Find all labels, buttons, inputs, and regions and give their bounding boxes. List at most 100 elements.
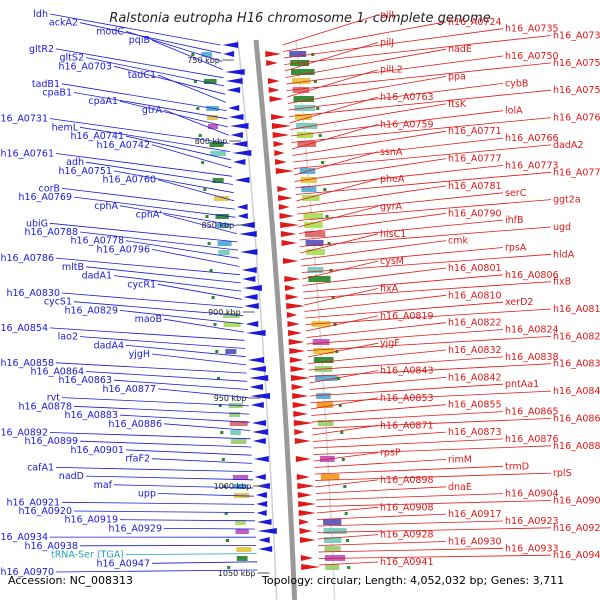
forward-gene-arrow [237,213,248,219]
reverse-gene-arrow [297,483,316,489]
forward-leader-line [151,458,253,464]
forward-leader-line [85,57,225,87]
gene-label-forward: h16_A0858 [0,358,54,369]
reverse-leader-line [314,459,447,468]
gene-label-forward: tRNA-Ser (TGA) [51,550,124,561]
gene-label-reverse: h16_A0903 [553,496,600,507]
reverse-gene-arrow [275,159,287,165]
forward-leader-line [113,170,234,194]
kbp-tick-label: 1000 kbp [214,482,252,491]
gene-label-forward: mltB [62,262,84,273]
reverse-leader-line [315,493,504,501]
forward-gene-arrow [243,285,262,291]
gene-label-reverse: lolA [505,106,523,117]
forward-leader-line [49,118,230,144]
kbp-tick-label: 850 kbp [202,221,235,230]
gene-label-reverse: dadA2 [553,140,583,151]
reverse-gene-arrow [294,438,311,444]
gene-label-reverse: h16_A0781 [448,181,502,192]
gene-label-reverse: h16_A0763 [380,92,434,103]
feature-block [236,556,248,561]
reverse-leader-line [309,377,447,390]
feature-block [212,178,224,183]
reverse-leader-line [313,452,379,462]
feature-block [210,151,226,156]
gene-label-forward: h16_A0878 [18,401,72,412]
forward-leader-line [79,22,222,54]
feature-block [308,276,331,282]
reverse-leader-line [313,445,552,455]
feature-block [324,546,341,552]
gene-label-reverse: h16_A0873 [448,427,502,438]
reverse-gene-arrow [297,492,312,498]
feature-block [305,240,324,246]
tick-dot [209,269,213,272]
reverse-leader-line [318,554,552,559]
gene-label-forward: cycS1 [44,297,72,308]
reverse-gene-arrow [281,240,298,246]
reverse-leader-line [294,151,379,176]
reverse-gene-arrow [291,375,311,381]
gene-label-forward: dadA1 [82,271,112,282]
reverse-leader-line [312,424,379,436]
reverse-leader-line [301,247,504,267]
reverse-leader-line [310,383,504,397]
tick-dot [198,134,202,137]
tick-dot [318,134,322,137]
gene-label-forward: h16_A0901 [70,445,124,456]
tick-dot [316,107,320,110]
forward-leader-line [113,484,254,489]
gene-label-reverse: gyrA [380,201,403,212]
forward-gene-arrow [250,402,264,408]
forward-leader-line [73,301,243,317]
reverse-leader-line [307,342,379,358]
backbone-line [253,39,298,600]
gene-label-reverse: h16_A0801 [448,263,502,274]
gene-label-reverse: rimM [448,454,472,465]
reverse-gene-arrow [280,222,300,228]
forward-gene-arrow [231,141,248,147]
tick-dot [218,404,222,407]
gene-label-forward: h16_A0970 [0,567,54,578]
tick-dot [347,566,351,569]
gene-label-reverse: h16_A0776 [553,167,600,178]
reverse-gene-arrow [278,204,290,210]
gene-label-reverse: cybB [505,78,528,89]
feature-block [306,249,325,255]
gene-label-reverse: h16_A0908 [380,502,434,513]
gene-label-forward: cycR1 [127,279,156,290]
reverse-leader-line [313,438,504,449]
reverse-leader-line [318,547,504,553]
reverse-leader-line [315,486,447,494]
reverse-gene-arrow [294,429,305,435]
forward-leader-line [125,449,252,456]
gene-label-forward: h16_A0830 [6,288,60,299]
reverse-leader-line [305,301,504,319]
gene-label-reverse: h16_A0898 [380,475,434,486]
gene-label-reverse: pilJ [380,37,394,48]
reverse-gene-arrow [300,555,314,561]
forward-leader-line [163,423,251,431]
gene-label-forward: ubiG [26,218,48,229]
forward-gene-arrow [234,177,250,183]
feature-block [297,141,317,147]
gene-label-reverse: h16_A0773 [505,160,559,171]
forward-gene-arrow [250,393,270,399]
tick-dot [327,242,331,245]
feature-block [296,132,314,138]
feature-block [235,520,246,525]
forward-leader-line [55,257,241,276]
feature-block [312,339,330,345]
forward-leader-line [157,283,242,300]
gene-label-reverse: h16_A0876 [505,434,559,445]
gene-label-reverse: h16_A0756 [553,85,600,96]
forward-gene-arrow [238,231,257,237]
forward-leader-line [49,13,221,46]
gene-label-reverse: h16_A0871 [380,420,434,431]
reverse-gene-arrow [289,357,304,363]
feature-block [209,142,224,147]
forward-gene-arrow [243,294,258,300]
reverse-leader-line [299,219,504,241]
gene-label-reverse: h16_A0810 [448,290,502,301]
feature-block [302,195,320,201]
